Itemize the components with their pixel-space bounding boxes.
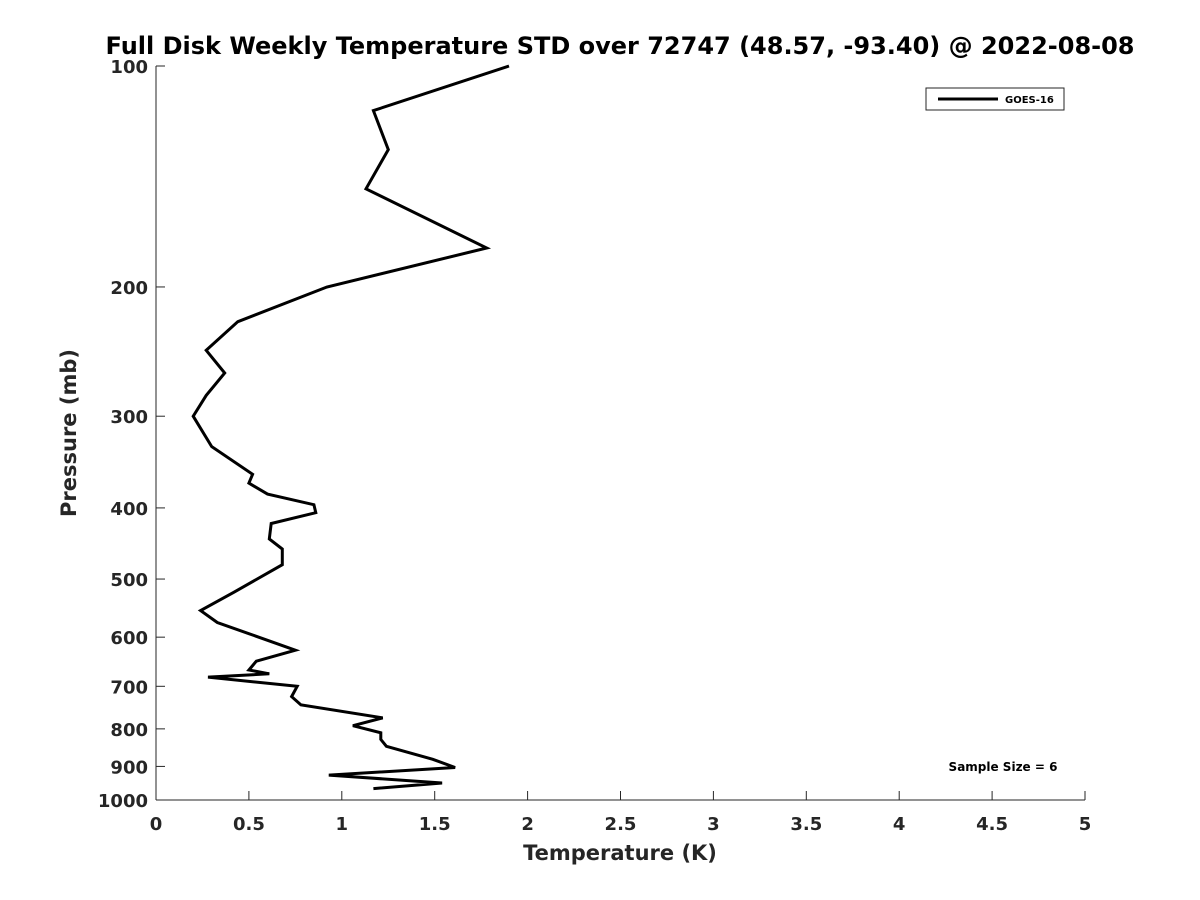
x-tick-label: 4.5 (976, 814, 1008, 835)
y-tick-label: 900 (110, 757, 148, 778)
x-ticks: 0 0.5 1 1.5 2 2.5 3 3.5 4 4.5 5 (150, 791, 1092, 835)
y-axis-label: Pressure (mb) (57, 349, 81, 517)
legend: GOES-16 (925, 87, 1065, 111)
series-group (191, 64, 510, 791)
y-tick-label: 500 (110, 570, 148, 591)
x-tick-label: 5 (1079, 814, 1092, 835)
y-tick-label: 600 (110, 628, 148, 649)
legend-label-goes-16: GOES-16 (1005, 95, 1054, 106)
y-tick-label: 200 (110, 278, 148, 299)
x-tick-label: 1 (336, 814, 349, 835)
series-line-goes-16 (191, 64, 510, 791)
plot-area: 0 0.5 1 1.5 2 2.5 3 3.5 4 4.5 5 100 200 300 400 500 600… (98, 57, 1091, 835)
chart-title: Full Disk Weekly Temperature STD over 72… (106, 32, 1135, 60)
x-tick-label: 3.5 (790, 814, 822, 835)
x-tick-label: 4 (893, 814, 906, 835)
y-ticks: 100 200 300 400 500 600 700 800 900 1000 (98, 57, 165, 812)
y-tick-label: 1000 (98, 791, 148, 812)
y-tick-label: 700 (110, 677, 148, 698)
sample-size-annotation: Sample Size = 6 (949, 760, 1058, 774)
x-axis-label: Temperature (K) (523, 841, 717, 865)
x-tick-label: 0 (150, 814, 163, 835)
x-tick-label: 2 (521, 814, 534, 835)
y-tick-label: 300 (110, 407, 148, 428)
y-tick-label: 800 (110, 720, 148, 741)
x-tick-label: 3 (707, 814, 720, 835)
y-tick-label: 400 (110, 499, 148, 520)
y-tick-label: 100 (110, 57, 148, 78)
x-tick-label: 0.5 (233, 814, 265, 835)
x-tick-label: 2.5 (605, 814, 637, 835)
x-tick-label: 1.5 (419, 814, 451, 835)
